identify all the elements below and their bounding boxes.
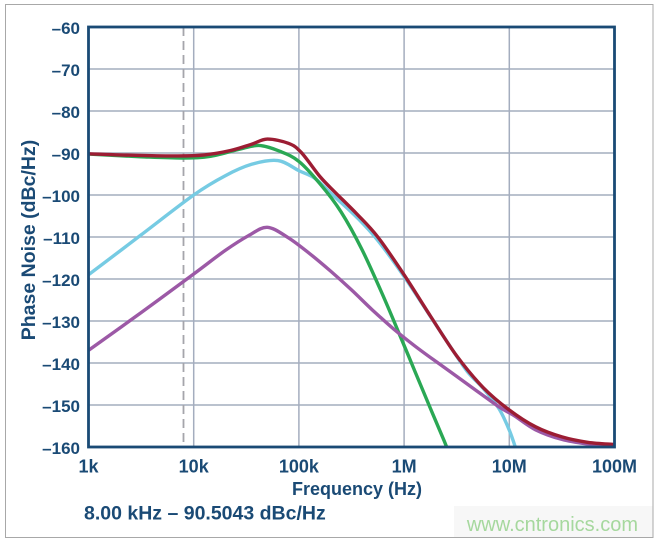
svg-text:100M: 100M (592, 457, 637, 477)
svg-text:10k: 10k (179, 457, 210, 477)
svg-text:10M: 10M (492, 457, 527, 477)
svg-text:1k: 1k (78, 457, 99, 477)
svg-text:Frequency (Hz): Frequency (Hz) (292, 479, 422, 499)
svg-text:–100: –100 (42, 187, 80, 206)
svg-text:–60: –60 (52, 19, 80, 38)
svg-text:Phase Noise (dBc/Hz): Phase Noise (dBc/Hz) (18, 140, 40, 340)
svg-text:8.00 kHz – 90.5043 dBc/Hz: 8.00 kHz – 90.5043 dBc/Hz (84, 503, 326, 525)
svg-text:www.cntronics.com: www.cntronics.com (466, 514, 638, 536)
svg-text:–160: –160 (42, 439, 80, 458)
svg-text:–130: –130 (42, 313, 80, 332)
svg-text:100k: 100k (279, 457, 320, 477)
svg-text:–80: –80 (52, 103, 80, 122)
svg-text:–120: –120 (42, 271, 80, 290)
svg-text:–110: –110 (43, 229, 80, 248)
svg-text:–140: –140 (42, 355, 80, 374)
svg-text:–90: –90 (52, 145, 80, 164)
svg-text:1M: 1M (392, 457, 417, 477)
svg-text:–70: –70 (52, 61, 80, 80)
svg-text:–150: –150 (42, 397, 80, 416)
